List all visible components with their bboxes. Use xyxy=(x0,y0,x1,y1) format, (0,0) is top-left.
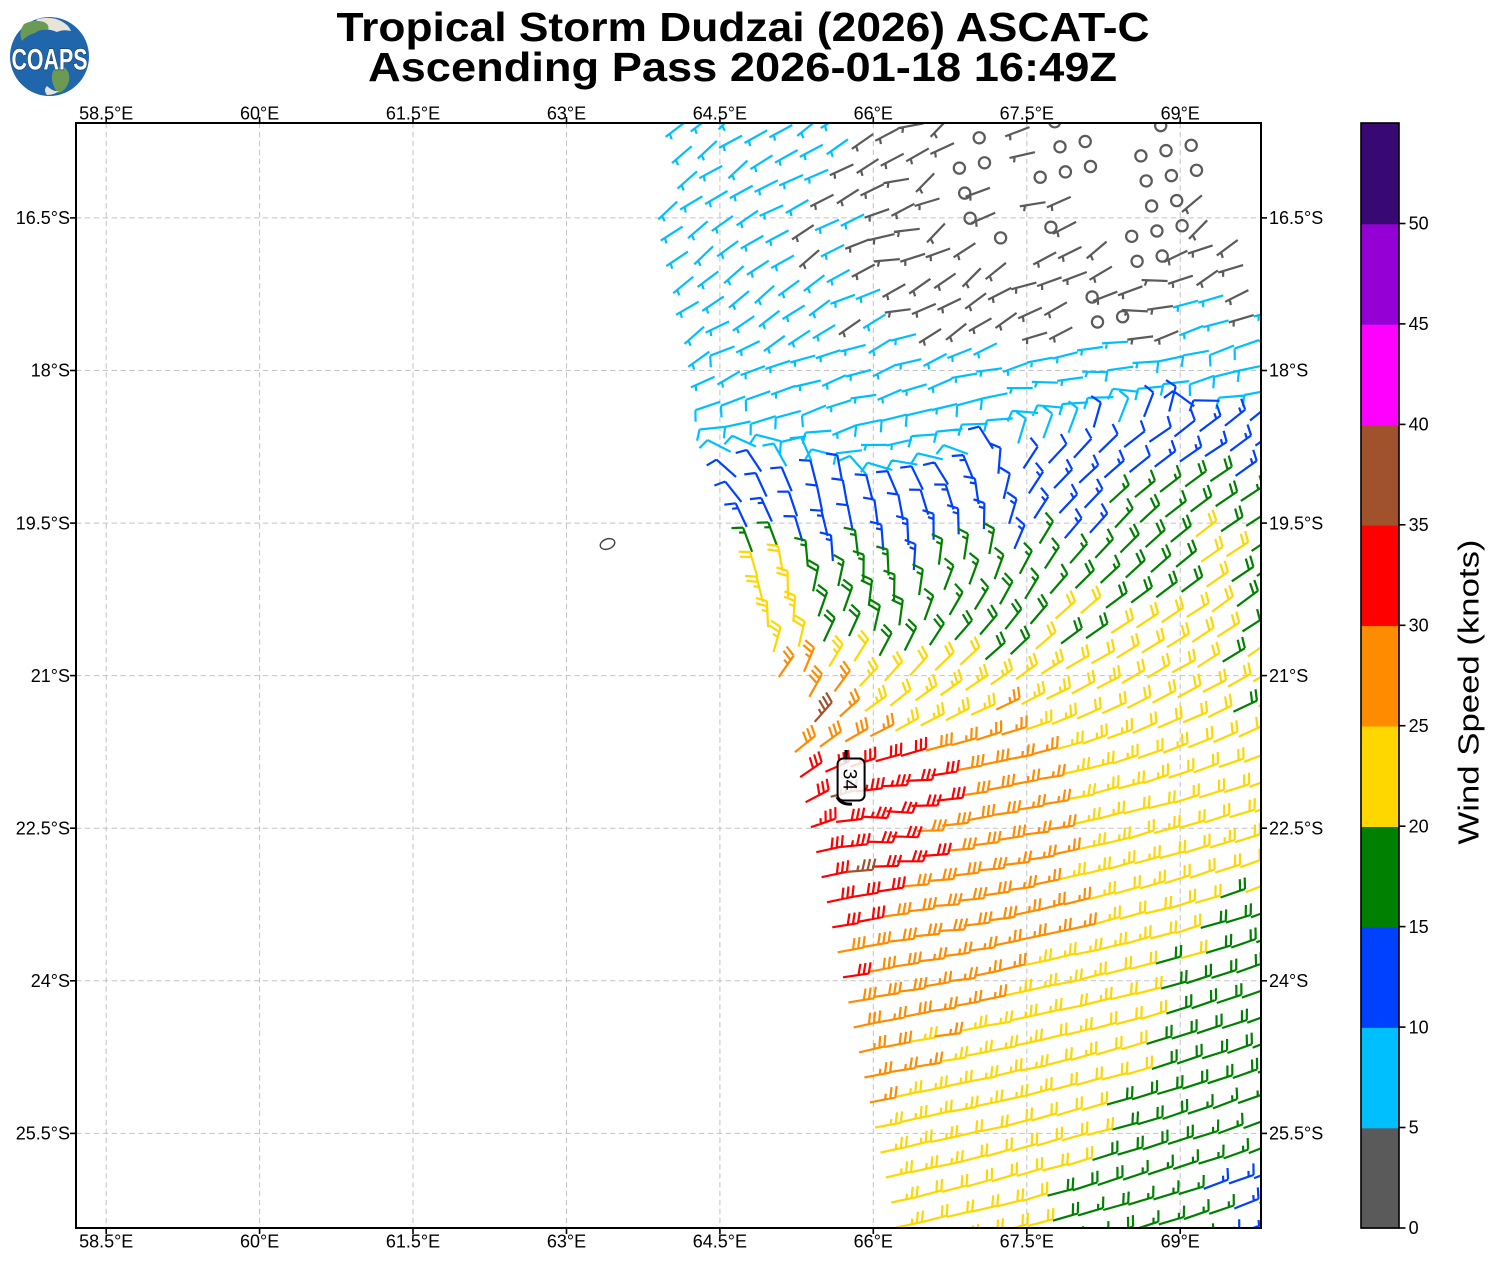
svg-text:45: 45 xyxy=(1409,314,1429,334)
svg-text:40: 40 xyxy=(1409,415,1429,435)
svg-text:66°E: 66°E xyxy=(854,103,893,123)
svg-text:25: 25 xyxy=(1409,716,1429,736)
svg-text:58.5°E: 58.5°E xyxy=(79,1231,133,1251)
svg-text:24°S: 24°S xyxy=(31,971,70,991)
svg-text:22.5°S: 22.5°S xyxy=(16,818,70,838)
svg-text:35: 35 xyxy=(1409,515,1429,535)
svg-text:58.5°E: 58.5°E xyxy=(79,103,133,123)
svg-text:Wind Speed (knots): Wind Speed (knots) xyxy=(1454,540,1486,845)
svg-text:20: 20 xyxy=(1409,816,1429,836)
svg-text:63°E: 63°E xyxy=(547,103,586,123)
svg-text:10: 10 xyxy=(1409,1017,1429,1037)
svg-text:COAPS: COAPS xyxy=(12,44,88,77)
svg-text:5: 5 xyxy=(1409,1118,1419,1138)
svg-text:18°S: 18°S xyxy=(1269,361,1308,381)
svg-text:60°E: 60°E xyxy=(240,1231,279,1251)
svg-text:0: 0 xyxy=(1409,1218,1419,1238)
svg-text:66°E: 66°E xyxy=(854,1231,893,1251)
svg-text:61.5°E: 61.5°E xyxy=(386,103,440,123)
svg-text:60°E: 60°E xyxy=(240,103,279,123)
svg-text:19.5°S: 19.5°S xyxy=(16,513,70,533)
svg-text:25.5°S: 25.5°S xyxy=(1269,1124,1323,1144)
svg-text:67.5°E: 67.5°E xyxy=(1000,103,1054,123)
svg-text:16.5°S: 16.5°S xyxy=(16,208,70,228)
svg-text:21°S: 21°S xyxy=(1269,666,1308,686)
svg-text:16.5°S: 16.5°S xyxy=(1269,208,1323,228)
svg-text:25.5°S: 25.5°S xyxy=(16,1124,70,1144)
svg-text:24°S: 24°S xyxy=(1269,971,1308,991)
svg-text:21°S: 21°S xyxy=(31,666,70,686)
svg-text:18°S: 18°S xyxy=(31,361,70,381)
svg-text:69°E: 69°E xyxy=(1161,103,1200,123)
svg-text:64.5°E: 64.5°E xyxy=(693,103,747,123)
svg-text:50: 50 xyxy=(1409,214,1429,234)
svg-text:22.5°S: 22.5°S xyxy=(1269,818,1323,838)
svg-text:63°E: 63°E xyxy=(547,1231,586,1251)
svg-text:15: 15 xyxy=(1409,917,1429,937)
svg-text:67.5°E: 67.5°E xyxy=(1000,1231,1054,1251)
svg-text:34: 34 xyxy=(839,769,861,791)
svg-text:Tropical Storm Dudzai (2026) A: Tropical Storm Dudzai (2026) ASCAT-C xyxy=(337,4,1150,50)
svg-text:19.5°S: 19.5°S xyxy=(1269,513,1323,533)
svg-text:61.5°E: 61.5°E xyxy=(386,1231,440,1251)
svg-text:30: 30 xyxy=(1409,616,1429,636)
svg-text:64.5°E: 64.5°E xyxy=(693,1231,747,1251)
svg-text:Ascending Pass 2026-01-18 16:4: Ascending Pass 2026-01-18 16:49Z xyxy=(368,44,1117,90)
svg-text:69°E: 69°E xyxy=(1161,1231,1200,1251)
